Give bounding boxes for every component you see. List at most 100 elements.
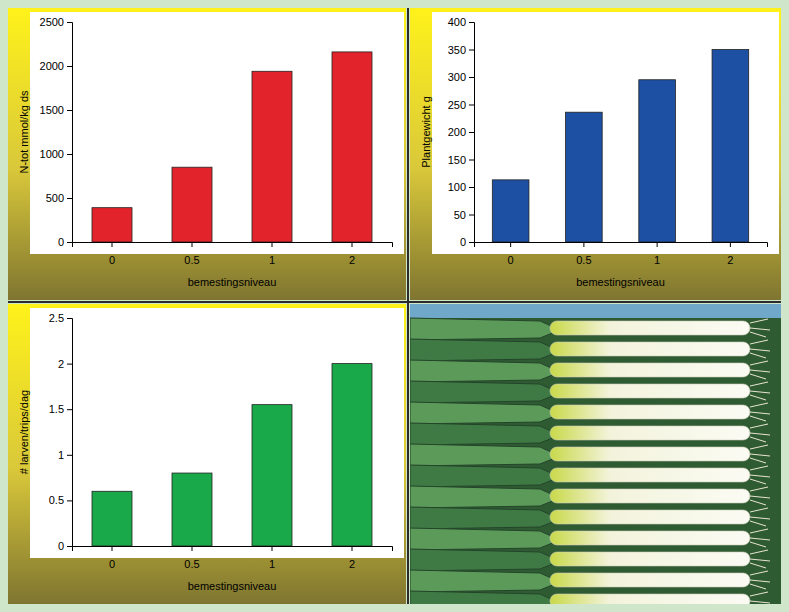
bar bbox=[252, 71, 292, 242]
y-tick: 2000 bbox=[40, 60, 72, 72]
x-tick: 1 bbox=[269, 242, 275, 266]
tick-mark bbox=[192, 546, 193, 551]
tick-mark bbox=[510, 242, 511, 247]
tick-label: 100 bbox=[448, 181, 466, 193]
photo-content bbox=[410, 304, 781, 604]
axis-line bbox=[67, 319, 73, 547]
leek-roots bbox=[750, 529, 770, 547]
tick-mark bbox=[469, 132, 474, 133]
x-tick: 0 bbox=[109, 546, 115, 570]
y-tick: 50 bbox=[454, 209, 474, 221]
leek-shaft bbox=[550, 447, 750, 461]
chart-area bbox=[432, 12, 779, 254]
tick-label: 2500 bbox=[40, 16, 64, 28]
x-tick: 2 bbox=[727, 242, 733, 266]
tick-mark bbox=[67, 110, 72, 111]
leek-roots bbox=[750, 382, 770, 400]
plot: 05010015020025030035040000.512bemestings… bbox=[420, 16, 768, 288]
tick-label: 0 bbox=[58, 236, 64, 248]
tick-label: 0 bbox=[508, 254, 514, 266]
y-tick: 150 bbox=[448, 154, 474, 166]
tick-mark bbox=[657, 242, 658, 247]
bar bbox=[566, 112, 603, 242]
tick-label: 250 bbox=[448, 99, 466, 111]
axis-line bbox=[73, 243, 393, 248]
tick-label: 1 bbox=[269, 558, 275, 570]
leek-shaft bbox=[550, 594, 750, 604]
tick-mark bbox=[469, 50, 474, 51]
tick-mark bbox=[469, 77, 474, 78]
leek-roots bbox=[750, 466, 770, 484]
panel-background bbox=[8, 304, 406, 604]
tick-mark bbox=[469, 215, 474, 216]
tick-label: 0 bbox=[460, 236, 466, 248]
tick-label: 0.5 bbox=[49, 494, 64, 506]
leek-roots bbox=[750, 361, 770, 379]
tick-label: 1 bbox=[58, 449, 64, 461]
x-tick: 1 bbox=[269, 546, 275, 570]
tick-mark bbox=[67, 318, 72, 319]
x-axis-title: bemestingsniveau bbox=[188, 580, 277, 592]
y-tick: 1.5 bbox=[49, 403, 72, 415]
leek-roots bbox=[750, 424, 770, 442]
leek-leaves bbox=[410, 570, 560, 592]
tick-mark bbox=[67, 455, 72, 456]
x-tick: 0.5 bbox=[184, 546, 199, 570]
bar bbox=[332, 364, 372, 546]
tick-mark bbox=[67, 500, 72, 501]
tick-label: 1.5 bbox=[49, 403, 64, 415]
tick-label: 1 bbox=[269, 254, 275, 266]
leek-leaves bbox=[410, 381, 560, 403]
x-tick: 0 bbox=[109, 242, 115, 266]
tick-label: 1500 bbox=[40, 104, 64, 116]
leek-leaves bbox=[410, 465, 560, 487]
y-tick: 0 bbox=[58, 236, 72, 248]
y-axis: 00.511.522.5 bbox=[49, 312, 73, 552]
tick-mark bbox=[192, 242, 193, 247]
axis-line bbox=[73, 547, 393, 552]
y-tick: 1 bbox=[58, 449, 72, 461]
leek-leaves bbox=[410, 591, 560, 604]
y-tick: 400 bbox=[448, 16, 474, 28]
y-tick: 1000 bbox=[40, 148, 72, 160]
leek-roots bbox=[750, 571, 770, 589]
x-axis-title: bemestingsniveau bbox=[188, 276, 277, 288]
tick-mark bbox=[67, 546, 72, 547]
bars bbox=[492, 50, 748, 243]
tick-mark bbox=[352, 242, 353, 247]
tick-label: 200 bbox=[448, 126, 466, 138]
x-tick: 0.5 bbox=[184, 242, 199, 266]
leek-leaves bbox=[410, 402, 560, 424]
tick-mark bbox=[352, 546, 353, 551]
tick-label: 350 bbox=[448, 44, 466, 56]
bar bbox=[172, 167, 212, 242]
x-tick: 1 bbox=[654, 242, 660, 266]
bar bbox=[332, 52, 372, 242]
tick-mark bbox=[469, 22, 474, 23]
background bbox=[0, 0, 789, 612]
x-tick: 2 bbox=[349, 546, 355, 570]
tick-mark bbox=[67, 154, 72, 155]
tick-mark bbox=[67, 242, 72, 243]
tick-label: 0 bbox=[109, 254, 115, 266]
tick-label: 2 bbox=[349, 558, 355, 570]
leek-leaves bbox=[410, 339, 560, 361]
tick-label: 400 bbox=[448, 16, 466, 28]
chart-area bbox=[30, 308, 404, 558]
x-axis-title: bemestingsniveau bbox=[576, 276, 665, 288]
leek-leaves bbox=[410, 486, 560, 508]
photo bbox=[410, 304, 781, 612]
tick-mark bbox=[272, 546, 273, 551]
leek-leaves bbox=[410, 360, 560, 382]
leek-roots bbox=[750, 445, 770, 463]
leek-leaves bbox=[410, 528, 560, 550]
x-axis: 0 0.5 1 2 bbox=[73, 546, 393, 570]
leek-roots bbox=[750, 550, 770, 568]
photo-crate bbox=[410, 304, 781, 318]
leek-shaft bbox=[550, 489, 750, 503]
bar bbox=[252, 405, 292, 546]
axis-line bbox=[67, 23, 73, 243]
tick-label: 500 bbox=[46, 192, 64, 204]
tick-label: 2000 bbox=[40, 60, 64, 72]
y-tick: 100 bbox=[448, 181, 474, 193]
